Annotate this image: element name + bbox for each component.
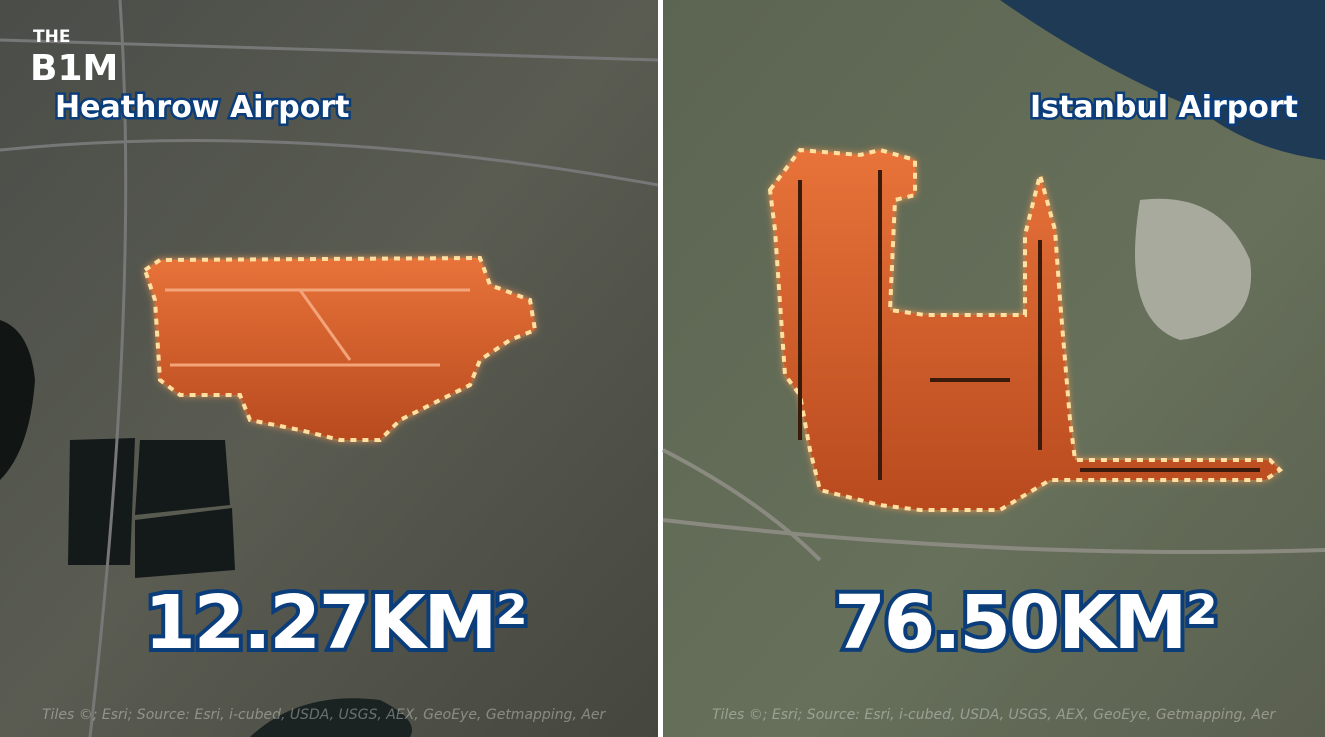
area-label: 76.50KM²: [834, 580, 1215, 666]
reservoir: [0, 320, 35, 480]
reservoir: [135, 508, 235, 578]
area-label: 12.27KM²: [144, 580, 525, 666]
airport-name: Istanbul Airport: [1030, 90, 1298, 125]
attribution: Tiles ©; Esri; Source: Esri, i-cubed, US…: [712, 707, 1277, 723]
airport-outline: [767, 147, 1284, 512]
quarry: [1135, 198, 1252, 340]
divider: [658, 0, 663, 737]
reservoir: [250, 698, 412, 737]
reservoir: [135, 440, 230, 515]
road: [0, 0, 659, 737]
airport-outline: [142, 255, 538, 442]
sea: [1000, 0, 1325, 160]
road: [662, 448, 1325, 562]
logo-top: THE: [33, 27, 70, 47]
logo-bottom: B1M: [30, 48, 118, 89]
reservoir: [68, 438, 135, 565]
airport-name: Heathrow Airport: [55, 90, 349, 125]
attribution: Tiles ©; Esri; Source: Esri, i-cubed, US…: [42, 707, 607, 723]
